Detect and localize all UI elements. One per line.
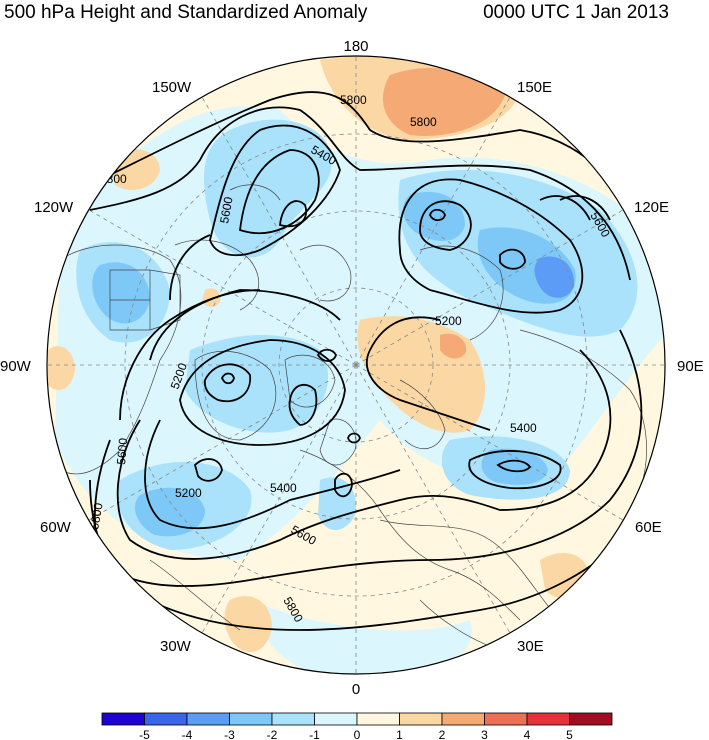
colorbar-label: 4	[524, 728, 531, 740]
coastlines	[59, 184, 647, 651]
lon-label-60e: 60E	[635, 519, 662, 536]
contour-label: 5800	[410, 115, 437, 129]
lon-label-150e: 150E	[517, 79, 552, 96]
colorbar-swatch	[526, 712, 570, 726]
anomaly-neg2-region	[403, 191, 465, 242]
lon-label-60w: 60W	[40, 519, 72, 536]
map-disc: 5800 5800 5800 5600 5400 5600 5200 5400 …	[47, 56, 665, 674]
colorbar-swatch	[144, 712, 188, 726]
lon-label-120e: 120E	[634, 199, 669, 216]
anomaly-neg2-region	[92, 262, 150, 324]
colorbar-swatch	[356, 712, 400, 726]
colorbar: -5 -4 -3 -2 -1 0 1 2 3 4 5	[101, 712, 613, 740]
lon-label-150w: 150W	[152, 79, 192, 96]
contour-label: 5200	[435, 314, 462, 328]
contour-label: 5400	[510, 421, 537, 435]
contour-label: 5200	[175, 486, 202, 500]
colorbar-label: -2	[267, 728, 278, 740]
anomaly-pos1-region	[202, 288, 221, 308]
colorbar-label: 5	[566, 728, 573, 740]
lon-label-180: 180	[343, 38, 368, 55]
anomaly-pos2-region	[382, 67, 505, 136]
anomaly-pos1-region	[48, 346, 75, 390]
colorbar-swatch	[569, 712, 613, 726]
colorbar-label: -3	[224, 728, 235, 740]
anomaly-neg2-region	[135, 487, 205, 537]
anomaly-neg2-region	[481, 448, 548, 485]
lon-label-30w: 30W	[160, 638, 192, 655]
colorbar-label: 0	[354, 728, 361, 740]
lon-label-30e: 30E	[517, 638, 544, 655]
contour-label: 5400	[270, 481, 297, 495]
contour-label: 5800	[87, 501, 105, 530]
colorbar-label: -1	[309, 728, 320, 740]
colorbar-label: -5	[139, 728, 150, 740]
anomaly-neg-region	[250, 600, 472, 674]
lon-label-0: 0	[352, 681, 360, 698]
colorbar-swatch	[229, 712, 273, 726]
longitude-labels: 180 150E 120E 90E 60E 30E 0 30W 60W 90W …	[0, 38, 704, 698]
colorbar-swatch	[271, 712, 315, 726]
lon-label-90w: 90W	[0, 358, 32, 375]
contour-label: 5600	[114, 437, 130, 465]
colorbar-swatch	[186, 712, 230, 726]
colorbar-swatch	[101, 712, 145, 726]
colorbar-label: -4	[182, 728, 193, 740]
colorbar-swatch	[441, 712, 485, 726]
anomaly-neg3-region	[534, 256, 575, 298]
contour-label: 5600	[217, 195, 235, 224]
colorbar-swatch	[484, 712, 528, 726]
map-boundary	[46, 55, 666, 675]
colorbar-label: 1	[396, 728, 403, 740]
map-title: 500 hPa Height and Standardized Anomaly	[4, 2, 368, 23]
contour-label: 5800	[340, 93, 367, 107]
colorbar-swatch	[399, 712, 443, 726]
lon-label-90e: 90E	[677, 358, 704, 375]
colorbar-label: 3	[481, 728, 488, 740]
map-datetime: 0000 UTC 1 Jan 2013	[483, 2, 669, 23]
anomaly-pos1-region	[224, 596, 272, 653]
anomaly-pos2-region	[440, 333, 467, 359]
colorbar-swatch	[314, 712, 358, 726]
longitude-gridlines	[47, 56, 665, 674]
lon-label-120w: 120W	[34, 199, 74, 216]
colorbar-label: 2	[439, 728, 446, 740]
